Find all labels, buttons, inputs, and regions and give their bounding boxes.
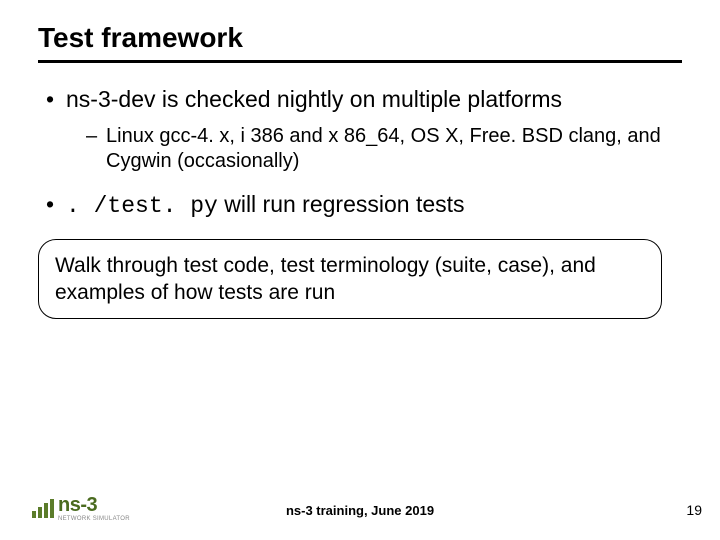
logo-bars-icon — [32, 499, 54, 518]
footer: ns-3 NETWORK SIMULATOR ns-3 training, Ju… — [0, 490, 720, 526]
page-number: 19 — [686, 502, 702, 518]
content-area: ns-3-dev is checked nightly on multiple … — [38, 85, 682, 319]
title-underline — [38, 60, 682, 63]
bullet-2: . /test. py will run regression tests — [42, 190, 682, 221]
slide: Test framework ns-3-dev is checked night… — [0, 0, 720, 540]
bullet-1-sub: Linux gcc-4. x, i 386 and x 86_64, OS X,… — [42, 124, 682, 174]
logo-subtitle: NETWORK SIMULATOR — [58, 516, 130, 522]
bullet-1: ns-3-dev is checked nightly on multiple … — [42, 85, 682, 114]
callout-box: Walk through test code, test terminology… — [38, 239, 662, 320]
code-text: . /test. py — [66, 193, 218, 219]
logo-text: ns-3 — [58, 495, 130, 515]
ns3-logo: ns-3 NETWORK SIMULATOR — [32, 495, 130, 522]
slide-title: Test framework — [38, 22, 682, 54]
footer-center-text: ns-3 training, June 2019 — [286, 503, 434, 518]
logo-text-wrap: ns-3 NETWORK SIMULATOR — [58, 495, 130, 522]
bullet-2-rest: will run regression tests — [218, 191, 465, 217]
